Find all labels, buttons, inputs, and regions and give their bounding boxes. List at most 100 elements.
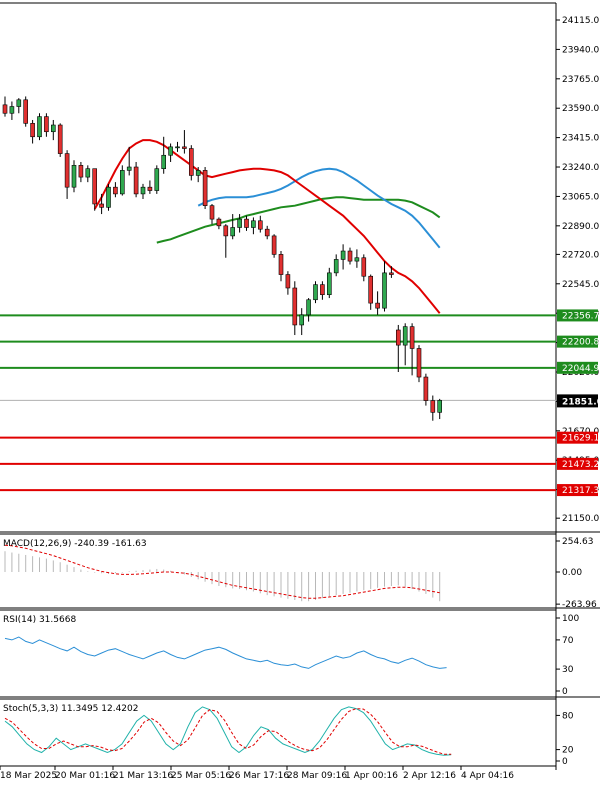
price-tick-label: 22890.0	[562, 222, 599, 232]
candle	[395, 324, 401, 372]
level-tag-label: 22044.9	[562, 364, 599, 374]
time-tick-label: 21 Mar 13:16	[113, 771, 173, 781]
candle	[299, 308, 305, 336]
macd-tick-label: -263.96	[562, 600, 597, 610]
candle	[30, 119, 35, 144]
candle	[375, 291, 380, 315]
candle	[320, 281, 325, 300]
time-tick-label: 25 Mar 05:16	[171, 771, 231, 781]
candle	[216, 217, 222, 230]
price-tick-label: 21150.0	[562, 514, 599, 524]
stoch-axis: 80 200	[556, 711, 574, 767]
candle	[175, 141, 180, 152]
stoch-tick-label: 0	[562, 757, 568, 767]
candle	[313, 281, 318, 304]
candle	[292, 281, 298, 336]
candle	[209, 203, 215, 225]
candle	[161, 136, 166, 174]
candle	[23, 96, 29, 127]
candle	[347, 247, 353, 265]
level-tag-bg	[557, 431, 598, 444]
candle	[78, 161, 84, 183]
rsi-pane: RSI(14) 31.5668 100 70 30 0	[3, 614, 579, 697]
level-tag-label: 21317.3	[562, 486, 599, 496]
stoch-d-line	[4, 708, 452, 755]
candle	[409, 323, 415, 376]
rsi-tick-label: 70	[562, 636, 574, 646]
candle	[113, 182, 118, 198]
candle	[423, 373, 429, 406]
current-price-tag: 21851.0	[557, 394, 600, 408]
stochastic-pane: Stoch(5,3,3) 11.3495 12.4202 80 200	[3, 704, 574, 767]
macd-signal-line	[4, 544, 440, 599]
candle	[244, 215, 249, 231]
time-tick-label: 1 Apr 00:16	[345, 771, 398, 781]
rsi-title: RSI(14) 31.5668	[3, 615, 76, 625]
candle	[133, 161, 139, 198]
price-tick-label: 23590.0	[562, 104, 599, 114]
price-tick-label: 24115.0	[562, 16, 599, 26]
level-tag-label: 22200.8	[562, 338, 599, 348]
candle	[182, 130, 187, 154]
price-tick-label: 22545.0	[562, 280, 599, 290]
candle	[223, 224, 229, 258]
candle	[44, 113, 49, 137]
stoch-tick-label: 20	[562, 746, 574, 756]
candle	[140, 183, 146, 199]
macd-histogram	[4, 551, 441, 602]
stoch-tick-label: 80	[562, 711, 574, 721]
candle	[278, 251, 284, 282]
macd-axis: 254.63 0.00 -263.96	[556, 537, 597, 610]
candle	[71, 160, 77, 193]
rsi-tick-label: 30	[562, 665, 574, 675]
candle	[237, 214, 242, 233]
candle	[92, 168, 97, 211]
candle	[361, 254, 367, 282]
candle	[64, 150, 70, 199]
candle	[354, 249, 360, 268]
time-tick-label: 28 Mar 09:16	[287, 771, 347, 781]
rsi-tick-label: 0	[562, 687, 568, 697]
ma-green-line	[156, 196, 441, 244]
time-tick-label: 18 Mar 2025	[0, 771, 57, 781]
candle	[99, 193, 104, 215]
candle	[147, 180, 153, 194]
level-tag-label: 22356.7	[562, 311, 599, 321]
candle	[230, 214, 235, 240]
price-tick-label: 23240.0	[562, 163, 599, 173]
candle	[16, 98, 22, 114]
current-price-label: 21851.0	[562, 397, 600, 407]
support-resistance-levels	[0, 314, 556, 492]
candle	[195, 167, 201, 183]
rsi-tick-label: 100	[562, 614, 579, 624]
candle	[333, 254, 339, 277]
price-tick-label: 23065.0	[562, 192, 599, 202]
stoch-k-line	[4, 706, 452, 756]
candle	[416, 345, 422, 383]
candle	[168, 143, 173, 162]
time-tick-label: 2 Apr 12:16	[403, 771, 456, 781]
candle	[368, 274, 374, 310]
candle	[430, 395, 436, 421]
candle	[271, 234, 277, 258]
candle	[50, 119, 56, 141]
ma-blue-line	[197, 167, 441, 249]
macd-pane: MACD(12,26,9) -240.39 -161.63 254.63 0.00…	[3, 537, 597, 610]
price-tick-label: 23415.0	[562, 134, 599, 144]
price-pane: 24115.0 23940.0 23765.0 23590.0 23415.0 23240…	[0, 2, 600, 770]
price-tick-label: 23765.0	[562, 75, 599, 85]
price-axis: 24115.0 23940.0 23765.0 23590.0 23415.0 23240…	[556, 16, 599, 524]
time-tick-label: 20 Mar 01:16	[55, 771, 115, 781]
candle	[37, 113, 42, 141]
level-tag-bg	[557, 309, 598, 322]
ma-red-line	[93, 139, 441, 314]
candle	[2, 96, 8, 117]
candle	[402, 323, 408, 366]
candle	[326, 267, 332, 299]
time-tick-label: 26 Mar 17:16	[229, 771, 289, 781]
candle	[85, 165, 91, 183]
candle	[389, 266, 394, 278]
candle	[382, 261, 387, 312]
candle	[120, 165, 125, 196]
